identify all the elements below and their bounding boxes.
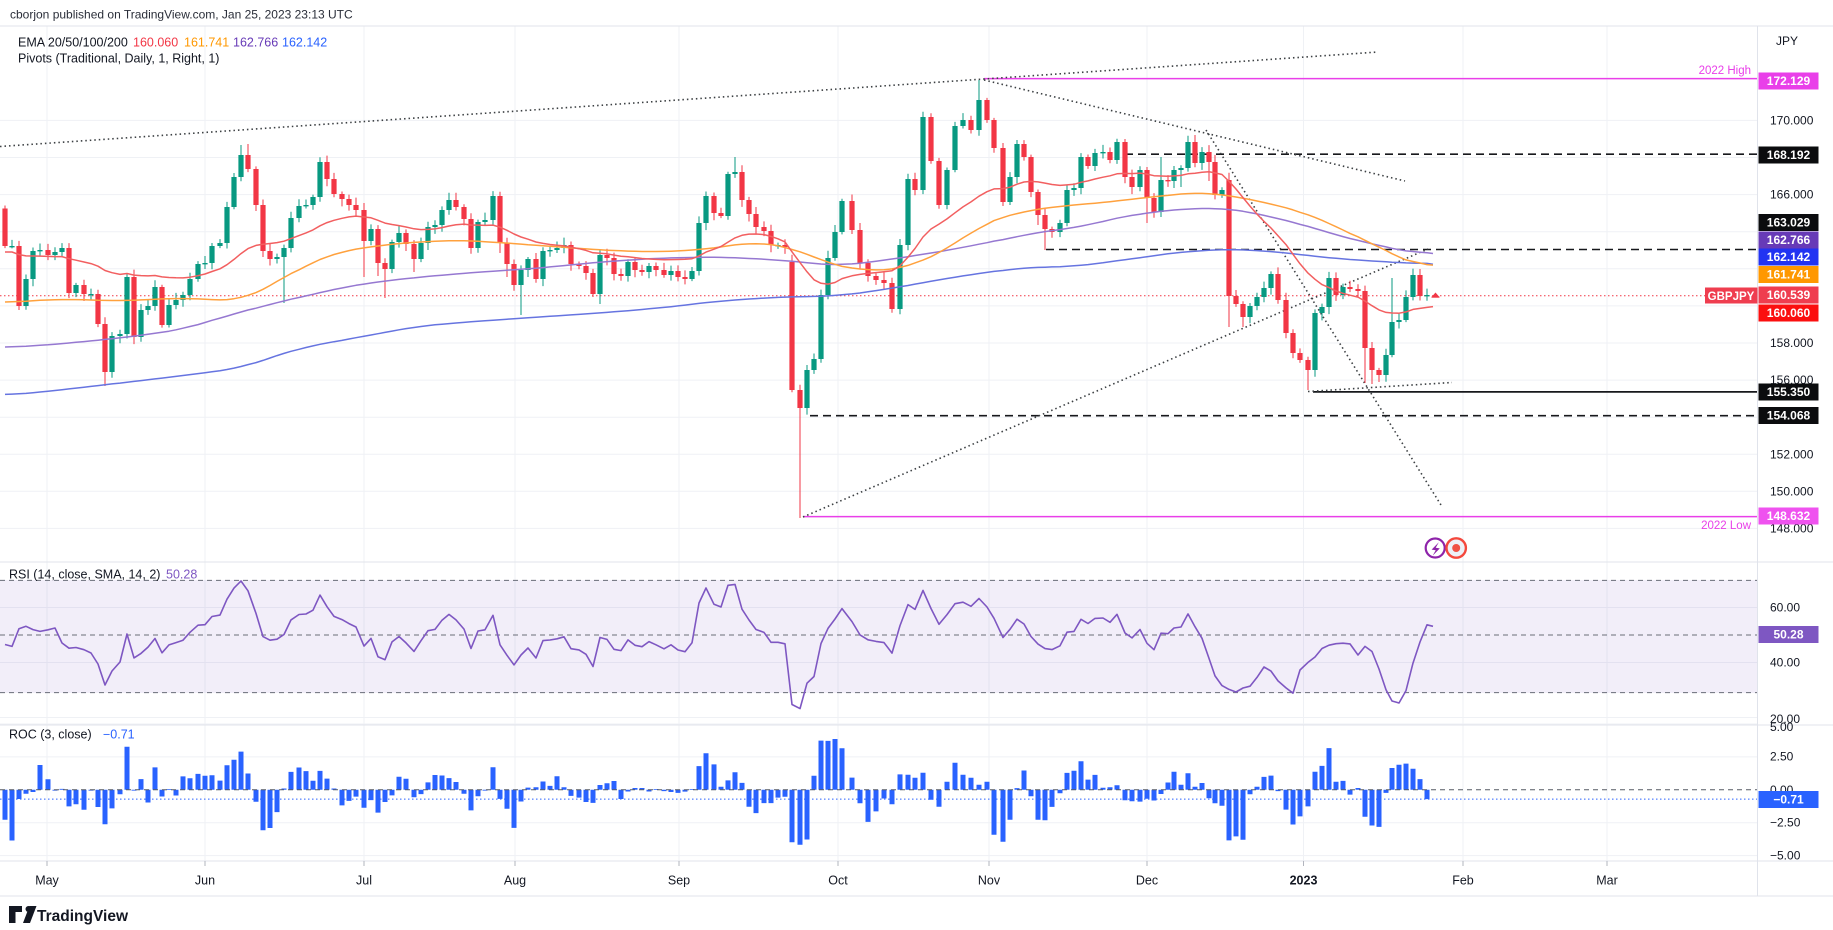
svg-text:40.00: 40.00 xyxy=(1770,656,1800,670)
svg-text:Sep: Sep xyxy=(668,874,690,888)
svg-text:162.142: 162.142 xyxy=(1767,250,1811,264)
svg-text:166.000: 166.000 xyxy=(1770,188,1814,202)
svg-text:148.000: 148.000 xyxy=(1770,521,1814,535)
svg-text:Oct: Oct xyxy=(828,874,848,888)
svg-text:2022 Low: 2022 Low xyxy=(1701,520,1752,532)
svg-text:172.129: 172.129 xyxy=(1767,74,1811,88)
svg-text:2.50: 2.50 xyxy=(1770,749,1794,763)
svg-text:168.192: 168.192 xyxy=(1767,148,1811,162)
svg-text:50.28: 50.28 xyxy=(166,568,197,582)
svg-text:161.741: 161.741 xyxy=(1767,268,1811,282)
svg-text:20.00: 20.00 xyxy=(1770,712,1800,726)
svg-text:−5.00: −5.00 xyxy=(1770,849,1801,863)
svg-text:161.741: 161.741 xyxy=(184,36,229,50)
svg-text:Nov: Nov xyxy=(978,874,1001,888)
svg-text:−2.50: −2.50 xyxy=(1770,816,1801,830)
svg-text:160.539: 160.539 xyxy=(1767,288,1811,302)
svg-text:Jun: Jun xyxy=(195,874,215,888)
svg-text:−0.71: −0.71 xyxy=(1773,793,1804,807)
svg-text:162.766: 162.766 xyxy=(233,36,278,50)
svg-text:155.350: 155.350 xyxy=(1767,385,1811,399)
svg-text:162.766: 162.766 xyxy=(1767,233,1811,247)
svg-text:170.000: 170.000 xyxy=(1770,113,1814,127)
svg-text:148.632: 148.632 xyxy=(1767,509,1811,523)
svg-text:Pivots (Traditional, Daily, 1,: Pivots (Traditional, Daily, 1, Right, 1) xyxy=(18,52,219,66)
svg-text:160.060: 160.060 xyxy=(1767,306,1811,320)
svg-text:−0.71: −0.71 xyxy=(103,728,135,742)
svg-text:TradingView: TradingView xyxy=(37,908,129,925)
svg-text:154.068: 154.068 xyxy=(1767,409,1811,423)
svg-text:2023: 2023 xyxy=(1290,874,1318,888)
svg-text:158.000: 158.000 xyxy=(1770,336,1814,350)
svg-text:Dec: Dec xyxy=(1136,874,1158,888)
svg-text:150.000: 150.000 xyxy=(1770,484,1814,498)
svg-text:JPY: JPY xyxy=(1776,34,1798,48)
svg-text:Jul: Jul xyxy=(356,874,372,888)
svg-text:152.000: 152.000 xyxy=(1770,447,1814,461)
svg-text:163.029: 163.029 xyxy=(1767,216,1811,230)
svg-text:cborjon published on TradingVi: cborjon published on TradingView.com, Ja… xyxy=(10,8,353,22)
svg-text:RSI (14, close, SMA, 14, 2): RSI (14, close, SMA, 14, 2) xyxy=(9,568,160,582)
svg-text:2022 High: 2022 High xyxy=(1699,65,1751,77)
svg-text:May: May xyxy=(35,874,59,888)
svg-text:160.060: 160.060 xyxy=(133,36,178,50)
svg-text:ROC (3, close): ROC (3, close) xyxy=(9,728,92,742)
svg-text:Mar: Mar xyxy=(1596,874,1618,888)
svg-text:5.00: 5.00 xyxy=(1770,720,1794,734)
svg-text:GBPJPY: GBPJPY xyxy=(1708,291,1755,303)
svg-text:Aug: Aug xyxy=(504,874,526,888)
svg-text:EMA 20/50/100/200: EMA 20/50/100/200 xyxy=(18,36,128,50)
svg-text:Feb: Feb xyxy=(1452,874,1474,888)
svg-text:162.142: 162.142 xyxy=(282,36,327,50)
svg-text:50.28: 50.28 xyxy=(1773,628,1803,642)
svg-text:60.00: 60.00 xyxy=(1770,601,1800,615)
